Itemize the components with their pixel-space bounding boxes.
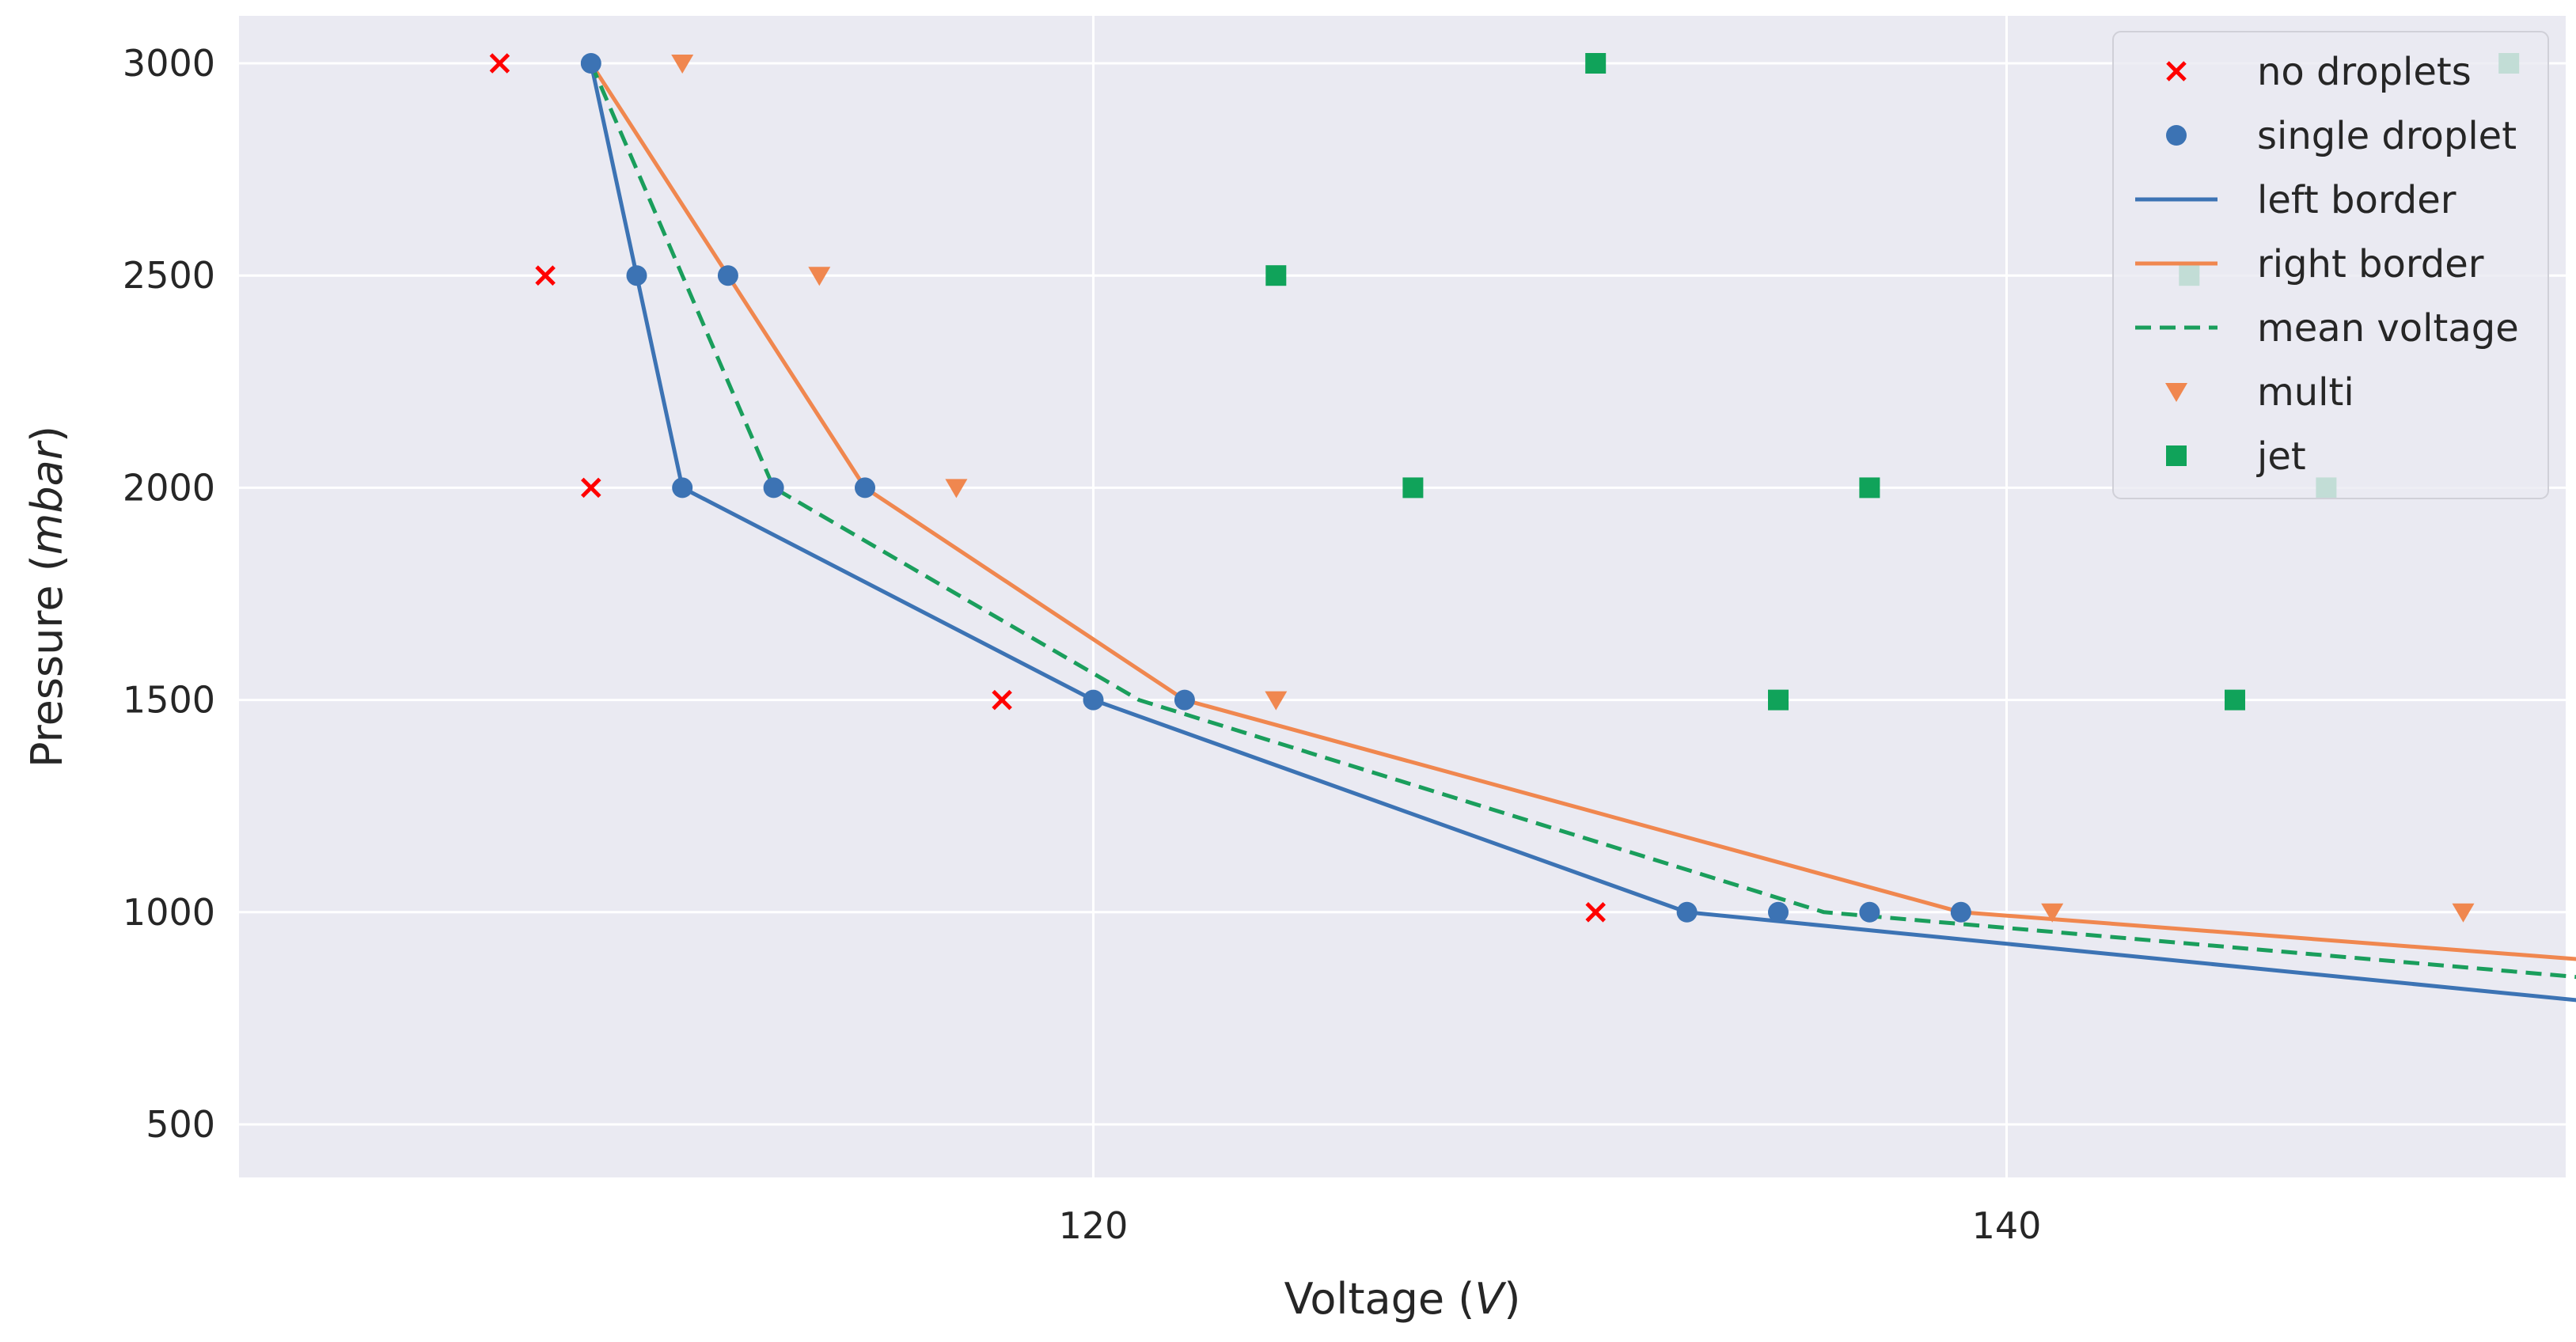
y-axis-label: Pressure (mbar): [22, 426, 72, 768]
jet-point: [1859, 477, 1880, 499]
y-tick-label: 1000: [123, 891, 215, 934]
left-border-line: [589, 63, 2576, 1003]
single-droplet-point: [672, 477, 693, 499]
single-droplet-point: [626, 265, 647, 286]
multi-point: [808, 267, 831, 286]
jet-point: [2225, 689, 2245, 711]
right-border-line: [589, 62, 2576, 961]
jet-point: [1768, 689, 1789, 711]
no-droplets-point: [581, 477, 601, 499]
multi-point: [2041, 903, 2064, 923]
legend-swatch-single-droplet: [2166, 125, 2187, 146]
legend-label-multi: multi: [2257, 370, 2354, 415]
single-droplet-point: [1174, 689, 1195, 711]
jet-point: [1402, 477, 1424, 499]
multi-point: [2452, 903, 2475, 923]
single-droplet-point: [717, 265, 738, 286]
single-droplet-point: [763, 477, 784, 499]
single-droplet-point: [855, 477, 875, 499]
series-lines: [589, 62, 2576, 1003]
jet-point: [1585, 53, 1607, 74]
y-tick-label: 2500: [123, 254, 215, 297]
y-tick-label: 500: [146, 1103, 215, 1146]
single-droplet-point: [1950, 901, 1971, 923]
multi-point: [945, 479, 968, 499]
single-droplet-point: [1676, 901, 1698, 923]
multi-point: [671, 55, 694, 74]
no-droplets-point: [489, 53, 510, 74]
y-tick-label: 2000: [123, 466, 215, 509]
no-droplets-point: [992, 689, 1012, 711]
x-tick-label: 120: [1059, 1204, 1129, 1247]
legend-swatch-no-droplets: [2166, 61, 2187, 82]
single-droplet-point: [580, 53, 601, 74]
legend-label-mean-voltage: mean voltage: [2257, 306, 2519, 351]
legend: no droplets single droplet left border righ…: [2112, 31, 2549, 499]
multi-point: [1265, 691, 1288, 711]
y-tick-label: 1500: [123, 679, 215, 722]
single-droplet-point: [1859, 901, 1880, 923]
x-tick-label: 140: [1972, 1204, 2042, 1247]
legend-label-right-border: right border: [2257, 242, 2484, 286]
legend-frame: [2112, 31, 2549, 499]
jet-point: [1265, 265, 1287, 286]
legend-label-jet: jet: [2256, 434, 2306, 479]
mean-voltage-line: [589, 63, 2576, 980]
tick-labels: 12014016018020050010001500200025003000: [123, 42, 2042, 1247]
no-droplets-point: [535, 265, 556, 286]
single-droplet-point: [1768, 901, 1789, 923]
legend-swatch-multi: [2165, 383, 2187, 402]
no-droplets-point: [1585, 902, 1606, 923]
legend-swatch-jet: [2166, 445, 2187, 466]
legend-label-single-droplet: single droplet: [2257, 114, 2517, 158]
legend-label-no-droplets: no droplets: [2257, 50, 2472, 94]
x-axis-label: Voltage (V): [1284, 1274, 1521, 1324]
y-tick-label: 3000: [123, 42, 215, 85]
legend-label-left-border: left border: [2257, 178, 2456, 222]
series-markers: [489, 53, 2520, 923]
single-droplet-point: [1083, 689, 1104, 711]
